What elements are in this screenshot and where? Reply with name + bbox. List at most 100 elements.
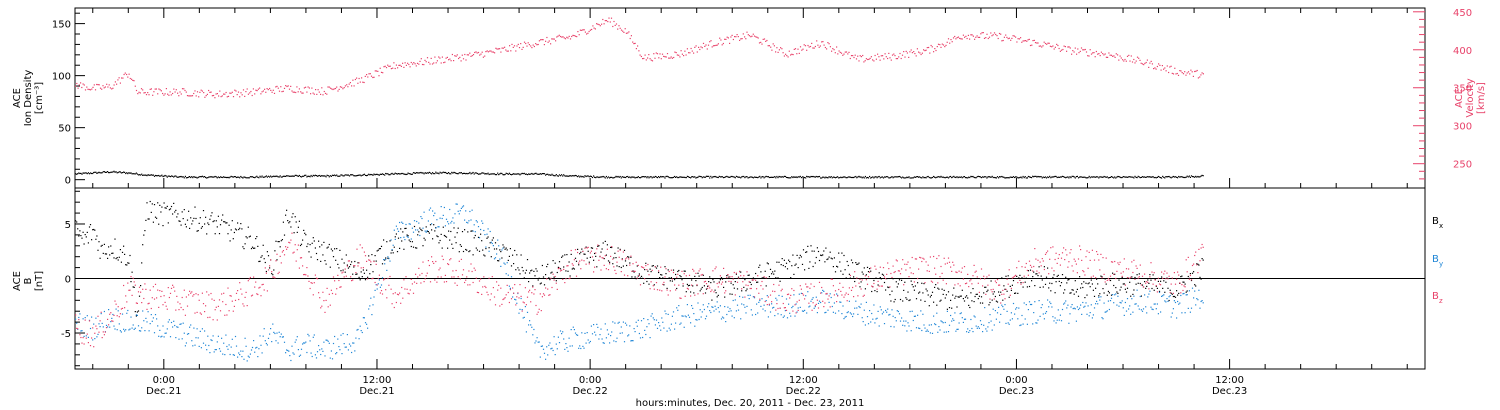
density-series-point	[543, 173, 546, 175]
density-series-point	[855, 175, 857, 178]
density-series-point	[773, 176, 775, 178]
density-series-point	[686, 175, 688, 177]
by-series-point	[745, 312, 747, 314]
bx-series-point	[377, 249, 379, 251]
bx-series-point	[1185, 291, 1187, 293]
bz-series-point	[622, 251, 624, 253]
density-series-point	[332, 174, 335, 177]
bx-series-point	[466, 249, 468, 251]
bx-series-point	[460, 245, 462, 247]
bx-series-point	[775, 277, 777, 279]
density-series-point	[680, 176, 682, 178]
bz-series-point	[420, 282, 422, 284]
bx-series-point	[113, 257, 115, 259]
by-series-point	[767, 316, 769, 318]
by-series-point	[251, 346, 254, 349]
velocity-series-point	[944, 46, 946, 48]
bx-series-point	[371, 254, 373, 256]
velocity-series-point	[811, 42, 813, 44]
velocity-series-point	[1057, 44, 1059, 47]
bx-series-point	[409, 240, 411, 243]
bz-series-point	[490, 293, 492, 295]
by-series-point	[1064, 302, 1066, 304]
velocity-series-point	[822, 41, 824, 43]
velocity-series-point	[528, 44, 530, 46]
by-series-point	[737, 309, 740, 311]
velocity-series-point	[767, 45, 769, 47]
by-series-point	[152, 317, 154, 319]
by-series-point	[1077, 308, 1080, 311]
density-series-point	[650, 176, 652, 178]
density-series-point	[440, 172, 442, 174]
velocity-series-point	[1025, 40, 1027, 42]
by-series-point	[602, 342, 604, 344]
velocity-series-point	[388, 65, 390, 67]
bx-series-point	[631, 276, 633, 278]
density-series-point	[807, 176, 809, 178]
velocity-series-point	[1083, 49, 1085, 51]
bz-series-point	[298, 267, 300, 269]
density-series-point	[1057, 176, 1059, 178]
by-series-point	[586, 332, 588, 334]
velocity-series-point	[191, 95, 194, 97]
bz-series-point	[375, 263, 377, 265]
by-series-point	[260, 344, 262, 346]
bx-series-point	[193, 217, 195, 219]
bz-series-point	[222, 301, 224, 303]
bz-series-point	[305, 274, 307, 276]
bx-series-point	[96, 235, 98, 237]
bz-series-point	[697, 293, 699, 295]
bx-series-point	[1195, 285, 1197, 287]
bz-series-point	[312, 294, 314, 296]
by-series-point	[748, 298, 750, 300]
bx-series-point	[453, 227, 455, 229]
by-series-point	[482, 222, 484, 224]
bz-series-point	[264, 267, 266, 269]
bz-series-point	[829, 306, 831, 308]
density-series-point	[467, 173, 469, 175]
bx-series-point	[1110, 294, 1113, 296]
bz-series-point	[734, 294, 736, 296]
by-series-point	[216, 341, 218, 343]
velocity-series-point	[138, 91, 140, 93]
density-series-point	[552, 174, 554, 176]
bx-series-point	[1041, 279, 1043, 281]
bx-series-point	[714, 289, 716, 291]
by-series-point	[1190, 307, 1193, 309]
bx-series-point	[286, 209, 288, 211]
bx-series-point	[823, 250, 825, 252]
density-series-point	[261, 175, 263, 177]
bz-series-point	[517, 292, 519, 294]
velocity-series-point	[126, 73, 128, 76]
by-series-point	[766, 295, 768, 297]
bz-series-point	[615, 272, 617, 275]
by-series-point	[620, 326, 622, 328]
bx-series-point	[360, 271, 362, 273]
density-series-point	[1072, 175, 1074, 177]
bz-series-point	[760, 285, 762, 287]
bz-series-point	[445, 281, 448, 283]
density-series-point	[732, 176, 734, 178]
bz-series-point	[186, 305, 189, 307]
density-series-point	[908, 176, 910, 178]
by-series-point	[202, 342, 205, 344]
velocity-series-point	[613, 20, 615, 23]
bx-series-point	[990, 280, 992, 282]
by-series-point	[1163, 294, 1165, 296]
by-series-point	[1104, 311, 1106, 313]
bx-series-point	[422, 245, 424, 247]
bx-series-point	[237, 222, 239, 224]
bz-series-point	[768, 303, 770, 305]
bz-series-point	[285, 246, 287, 248]
bz-series-point	[337, 274, 339, 276]
by-series-point	[246, 360, 248, 362]
bx-series-point	[1129, 281, 1131, 283]
by-series-point	[375, 284, 377, 286]
density-series-point	[431, 173, 433, 175]
by-series-point	[554, 354, 556, 356]
velocity-series-point	[347, 86, 349, 88]
bx-series-point	[833, 257, 835, 259]
density-series-point	[1077, 177, 1080, 179]
density-series-point	[644, 176, 646, 178]
by-series-point	[227, 348, 229, 350]
